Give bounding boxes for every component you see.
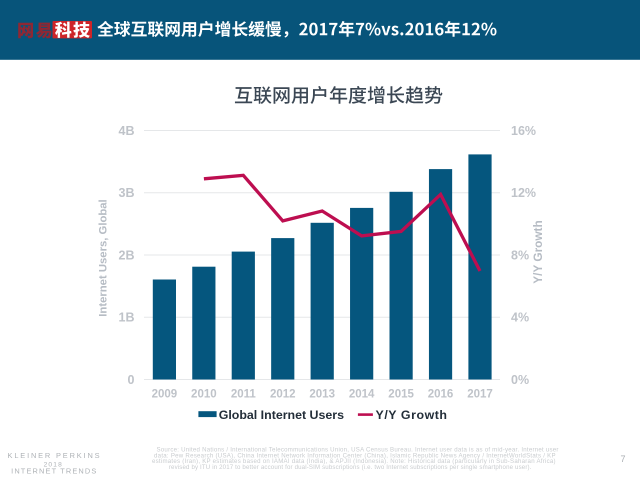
svg-text:Source: United Nations / Inter: Source: United Nations / International T… [157,447,559,454]
svg-text:2015: 2015 [388,388,414,400]
svg-text:Internet Users, Global: Internet Users, Global [98,199,110,316]
svg-text:estimates (Iran), KP estimates: estimates (Iran), KP estimates based on … [152,458,556,465]
svg-text:data: Pew Research (USA), Chin: data: Pew Research (USA), China Internet… [154,452,556,459]
svg-text:2B: 2B [119,248,135,262]
svg-text:1B: 1B [119,311,135,325]
svg-text:2013: 2013 [309,388,335,400]
svg-text:Global Internet Users: Global Internet Users [219,408,344,422]
svg-text:2017: 2017 [467,388,493,400]
svg-text:12%: 12% [511,186,536,200]
svg-text:Y/Y Growth: Y/Y Growth [531,220,545,283]
svg-text:7: 7 [620,454,625,464]
svg-text:2010: 2010 [191,388,217,400]
svg-text:3B: 3B [119,186,135,200]
svg-text:revised by ITU in 2017 to bett: revised by ITU in 2017 to better account… [169,464,532,471]
svg-text:2011: 2011 [231,388,257,400]
svg-text:2014: 2014 [349,388,375,400]
svg-text:0%: 0% [511,373,529,387]
svg-text:4B: 4B [119,124,135,138]
svg-text:2012: 2012 [270,388,296,400]
svg-text:Y/Y Growth: Y/Y Growth [376,408,448,422]
svg-text:KLEINER PERKINS: KLEINER PERKINS [8,451,102,460]
svg-text:16%: 16% [511,124,536,138]
svg-text:0: 0 [128,373,135,387]
svg-text:INTERNET TRENDS: INTERNET TRENDS [11,466,97,475]
svg-text:2016: 2016 [428,388,454,400]
svg-text:8%: 8% [511,248,529,262]
svg-text:2009: 2009 [152,388,178,400]
svg-text:2018: 2018 [44,461,63,468]
svg-text:4%: 4% [511,311,529,325]
